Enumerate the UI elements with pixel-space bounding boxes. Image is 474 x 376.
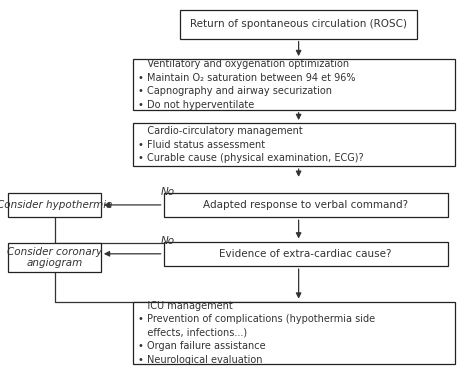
Text: Return of spontaneous circulation (ROSC): Return of spontaneous circulation (ROSC) xyxy=(190,20,407,29)
FancyBboxPatch shape xyxy=(180,10,417,38)
FancyBboxPatch shape xyxy=(8,193,100,217)
Text: Evidence of extra-cardiac cause?: Evidence of extra-cardiac cause? xyxy=(219,249,392,259)
FancyBboxPatch shape xyxy=(133,302,455,364)
Text: Cardio-circulatory management
• Fluid status assessment
• Curable cause (physica: Cardio-circulatory management • Fluid st… xyxy=(138,126,364,163)
Text: No: No xyxy=(161,187,175,197)
Text: ICU management
• Prevention of complications (hypothermia side
   effects, infec: ICU management • Prevention of complicat… xyxy=(138,300,375,365)
FancyBboxPatch shape xyxy=(133,123,455,166)
Text: Adapted response to verbal command?: Adapted response to verbal command? xyxy=(203,200,408,210)
FancyBboxPatch shape xyxy=(8,244,100,271)
Text: No: No xyxy=(161,236,175,246)
Text: Consider coronary
angiogram: Consider coronary angiogram xyxy=(7,247,102,268)
FancyBboxPatch shape xyxy=(164,193,448,217)
Text: Ventilatory and oxygenation optimization
• Maintain O₂ saturation between 94 et : Ventilatory and oxygenation optimization… xyxy=(138,59,356,110)
FancyBboxPatch shape xyxy=(133,59,455,110)
FancyBboxPatch shape xyxy=(164,242,448,266)
Text: Consider hypothermia: Consider hypothermia xyxy=(0,200,112,210)
